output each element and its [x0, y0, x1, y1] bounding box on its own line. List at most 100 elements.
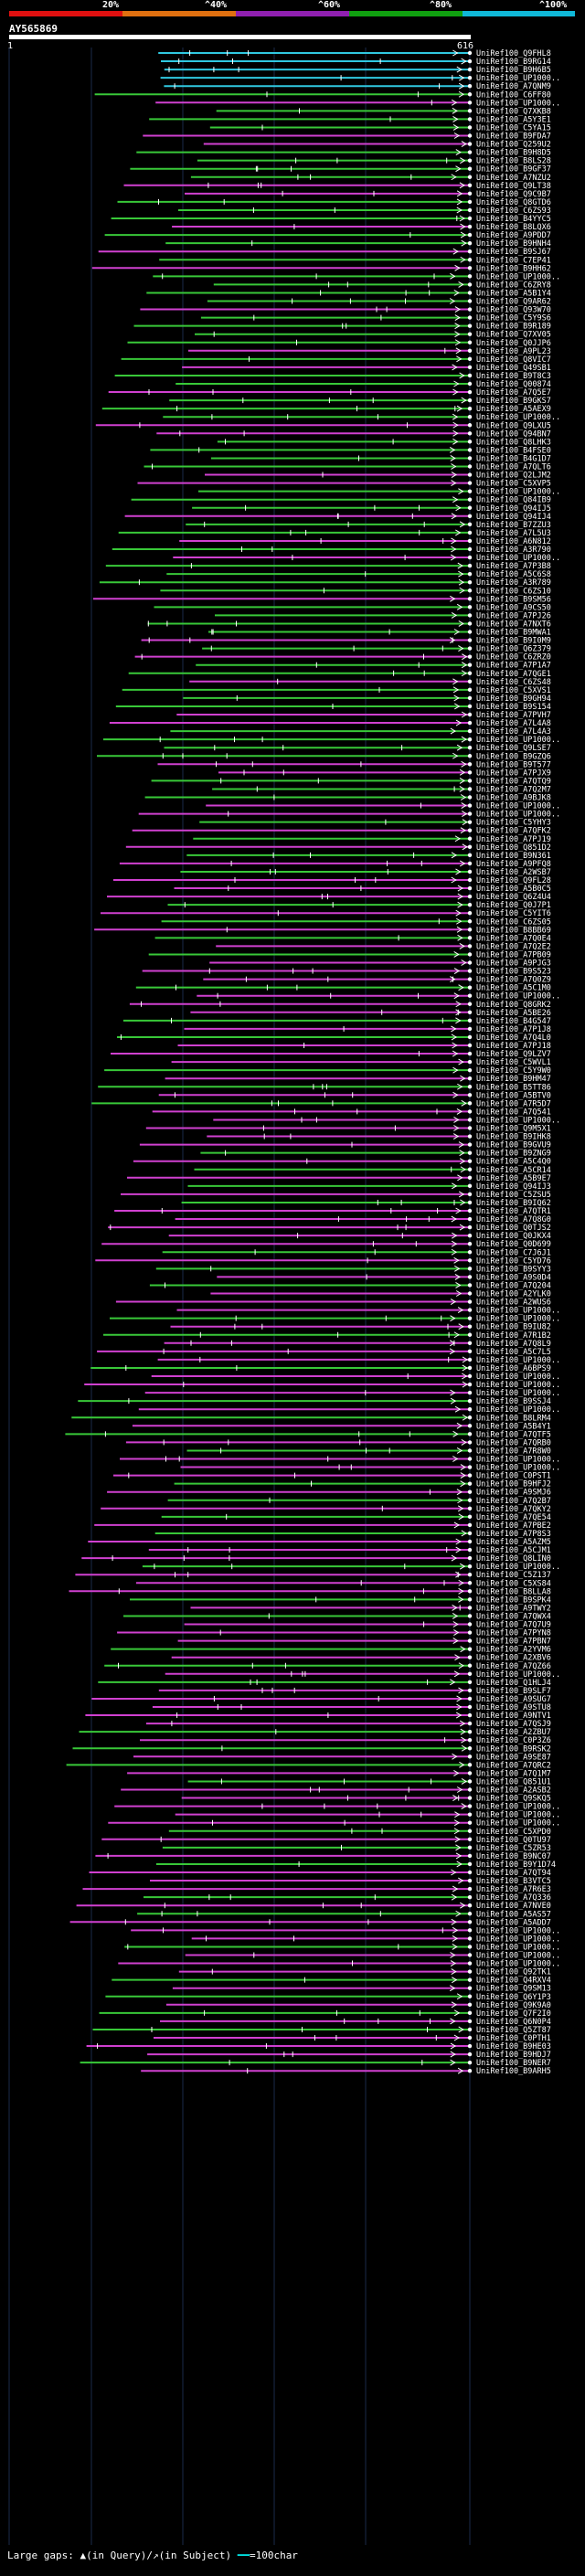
hit-label[interactable]: UniRef100_C6ZS05	[476, 917, 551, 927]
hit-label[interactable]: UniRef100_A7PVH7	[476, 711, 551, 720]
hit-label[interactable]: UniRef100_A7R5D7	[476, 1099, 551, 1108]
hit-label[interactable]: UniRef100_UP1000..	[476, 1356, 560, 1365]
hit-label[interactable]: UniRef100_C6ZS93	[476, 207, 551, 216]
hit-label[interactable]: UniRef100_B3VTC5	[476, 1877, 551, 1886]
hit-label[interactable]: UniRef100_B9ZNG9	[476, 1150, 551, 1159]
hit-label[interactable]: UniRef100_C0P3Z6	[476, 1736, 551, 1745]
hit-label[interactable]: UniRef100_B9N361	[476, 852, 551, 861]
hit-label[interactable]: UniRef100_A7QNM9	[476, 82, 551, 91]
hit-label[interactable]: UniRef100_UP1000..	[476, 1464, 560, 1473]
hit-label[interactable]: UniRef100_B9HE03	[476, 2042, 551, 2051]
hit-label[interactable]: UniRef100_Q92TK1	[476, 1968, 551, 1977]
hit-label[interactable]: UniRef100_A2YLK0	[476, 1290, 551, 1299]
hit-label[interactable]: UniRef100_A5ADD7	[476, 1918, 551, 1927]
hit-label[interactable]: UniRef100_A3R789	[476, 578, 551, 588]
hit-label[interactable]: UniRef100_A2WUS6	[476, 1299, 551, 1308]
hit-label[interactable]: UniRef100_Q94IJ3	[476, 1182, 551, 1192]
hit-label[interactable]: UniRef100_B9T577	[476, 760, 551, 769]
hit-label[interactable]: UniRef100_B9ARH5	[476, 2067, 551, 2076]
hit-label[interactable]: UniRef100_A7Q0E4	[476, 934, 551, 943]
hit-label[interactable]: UniRef100_A7PJ19	[476, 835, 551, 844]
hit-label[interactable]: UniRef100_UP1000..	[476, 99, 560, 108]
hit-label[interactable]: UniRef100_A7Q7U9	[476, 1621, 551, 1630]
hit-label[interactable]: UniRef100_UP1000..	[476, 1926, 560, 1935]
hit-label[interactable]: UniRef100_UP1000..	[476, 413, 560, 422]
hit-label[interactable]: UniRef100_B9MWA1	[476, 629, 551, 638]
hit-label[interactable]: UniRef100_Q94IJ5	[476, 504, 551, 514]
hit-label[interactable]: UniRef100_A5C7L5	[476, 1348, 551, 1357]
hit-label[interactable]: UniRef100_A2WSB7	[476, 868, 551, 877]
hit-label[interactable]: UniRef100_A5B1Y4	[476, 289, 551, 298]
hit-label[interactable]: UniRef100_B8LQX6	[476, 223, 551, 232]
hit-label[interactable]: UniRef100_A7QFK2	[476, 827, 551, 836]
hit-label[interactable]: UniRef100_UP1000..	[476, 488, 560, 497]
hit-label[interactable]: UniRef100_A9CS50	[476, 603, 551, 612]
hit-label[interactable]: UniRef100_A7Q2M7	[476, 785, 551, 794]
hit-label[interactable]: UniRef100_UP1000..	[476, 1811, 560, 1820]
hit-label[interactable]: UniRef100_C5YA15	[476, 123, 551, 133]
hit-label[interactable]: UniRef100_C6ZRZ0	[476, 653, 551, 663]
hit-label[interactable]: UniRef100_A7PJX9	[476, 769, 551, 778]
hit-label[interactable]: UniRef100_B9SYY3	[476, 1265, 551, 1274]
hit-label[interactable]: UniRef100_UP1000..	[476, 1943, 560, 1952]
hit-label[interactable]: UniRef100_C5XVP5	[476, 480, 551, 489]
hit-label[interactable]: UniRef100_B7ZZU3	[476, 521, 551, 530]
hit-label[interactable]: UniRef100_A7QGE1	[476, 670, 551, 679]
hit-label[interactable]: UniRef100_Q9M5X1	[476, 1125, 551, 1134]
hit-label[interactable]: UniRef100_Q9K9A0	[476, 2001, 551, 2010]
hit-label[interactable]: UniRef100_Q6N0P4	[476, 2018, 551, 2027]
hit-label[interactable]: UniRef100_A5B0C5	[476, 885, 551, 894]
hit-label[interactable]: UniRef100_A7QTF5	[476, 1430, 551, 1439]
hit-label[interactable]: UniRef100_Q49SB1	[476, 364, 551, 373]
hit-label[interactable]: UniRef100_B9SSJ4	[476, 1397, 551, 1406]
hit-label[interactable]: UniRef100_A6BPS9	[476, 1364, 551, 1373]
hit-label[interactable]: UniRef100_Q1HLJ4	[476, 1679, 551, 1688]
hit-label[interactable]: UniRef100_UP1000..	[476, 1952, 560, 1961]
hit-label[interactable]: UniRef100_B9HNH4	[476, 239, 551, 249]
hit-label[interactable]: UniRef100_A5Y3E1	[476, 115, 551, 124]
hit-label[interactable]: UniRef100_B4FSE0	[476, 446, 551, 455]
hit-label[interactable]: UniRef100_UP1000..	[476, 1670, 560, 1680]
hit-label[interactable]: UniRef100_A6N812	[476, 537, 551, 546]
hit-label[interactable]: UniRef100_A7QWX4	[476, 1612, 551, 1621]
hit-label[interactable]: UniRef100_A5C4Q0	[476, 1158, 551, 1167]
hit-label[interactable]: UniRef100_A5BE26	[476, 1009, 551, 1018]
hit-label[interactable]: UniRef100_A7QSJ9	[476, 1720, 551, 1729]
hit-label[interactable]: UniRef100_A9PL23	[476, 347, 551, 356]
hit-label[interactable]: UniRef100_A5AEX9	[476, 405, 551, 414]
hit-label[interactable]: UniRef100_A2ASB2	[476, 1786, 551, 1796]
hit-label[interactable]: UniRef100_B9FDA7	[476, 133, 551, 142]
hit-label[interactable]: UniRef100_B9I0M9	[476, 637, 551, 646]
hit-label[interactable]: UniRef100_A2YVM6	[476, 1646, 551, 1655]
hit-label[interactable]: UniRef100_Q8VIC7	[476, 355, 551, 365]
hit-label[interactable]: UniRef100_B8LLA8	[476, 1587, 551, 1596]
hit-label[interactable]: UniRef100_A5C6S8	[476, 570, 551, 579]
hit-label[interactable]: UniRef100_B5TT86	[476, 1083, 551, 1092]
hit-label[interactable]: UniRef100_Q9C9B7	[476, 190, 551, 199]
hit-label[interactable]: UniRef100_C5YHY3	[476, 819, 551, 828]
hit-label[interactable]: UniRef100_Q0JKX4	[476, 1232, 551, 1241]
hit-label[interactable]: UniRef100_A7QRB0	[476, 1438, 551, 1447]
hit-label[interactable]: UniRef100_B4YYC5	[476, 215, 551, 224]
hit-label[interactable]: UniRef100_A7PJ26	[476, 611, 551, 620]
hit-label[interactable]: UniRef100_B9HDJ7	[476, 2051, 551, 2060]
hit-label[interactable]: UniRef100_A9BJK8	[476, 794, 551, 803]
hit-label[interactable]: UniRef100_Q9LT38	[476, 182, 551, 191]
hit-label[interactable]: UniRef100_A7QE54	[476, 1513, 551, 1522]
hit-label[interactable]: UniRef100_A7P1A7	[476, 662, 551, 671]
hit-label[interactable]: UniRef100_C5XPD0	[476, 1828, 551, 1837]
hit-label[interactable]: UniRef100_A9SMJ6	[476, 1489, 551, 1498]
hit-label[interactable]: UniRef100_UP1000..	[476, 1381, 560, 1390]
hit-label[interactable]: UniRef100_A7QTQ9	[476, 777, 551, 786]
hit-label[interactable]: UniRef100_UP1000..	[476, 1116, 560, 1125]
hit-label[interactable]: UniRef100_A7PBN7	[476, 1638, 551, 1647]
hit-label[interactable]: UniRef100_B9SJ67	[476, 248, 551, 257]
hit-label[interactable]: UniRef100_Q9SKQ5	[476, 1795, 551, 1804]
hit-label[interactable]: UniRef100_C5ZR53	[476, 1844, 551, 1853]
hit-label[interactable]: UniRef100_UP1000..	[476, 1456, 560, 1465]
hit-label[interactable]: UniRef100_Q9SM13	[476, 1985, 551, 1994]
hit-label[interactable]: UniRef100_B9Y1D74	[476, 1860, 556, 1870]
hit-label[interactable]: UniRef100_A5AS57	[476, 1910, 551, 1919]
hit-label[interactable]: UniRef100_C5Y9W0	[476, 1066, 551, 1076]
hit-label[interactable]: UniRef100_C0PTH1	[476, 2034, 551, 2043]
